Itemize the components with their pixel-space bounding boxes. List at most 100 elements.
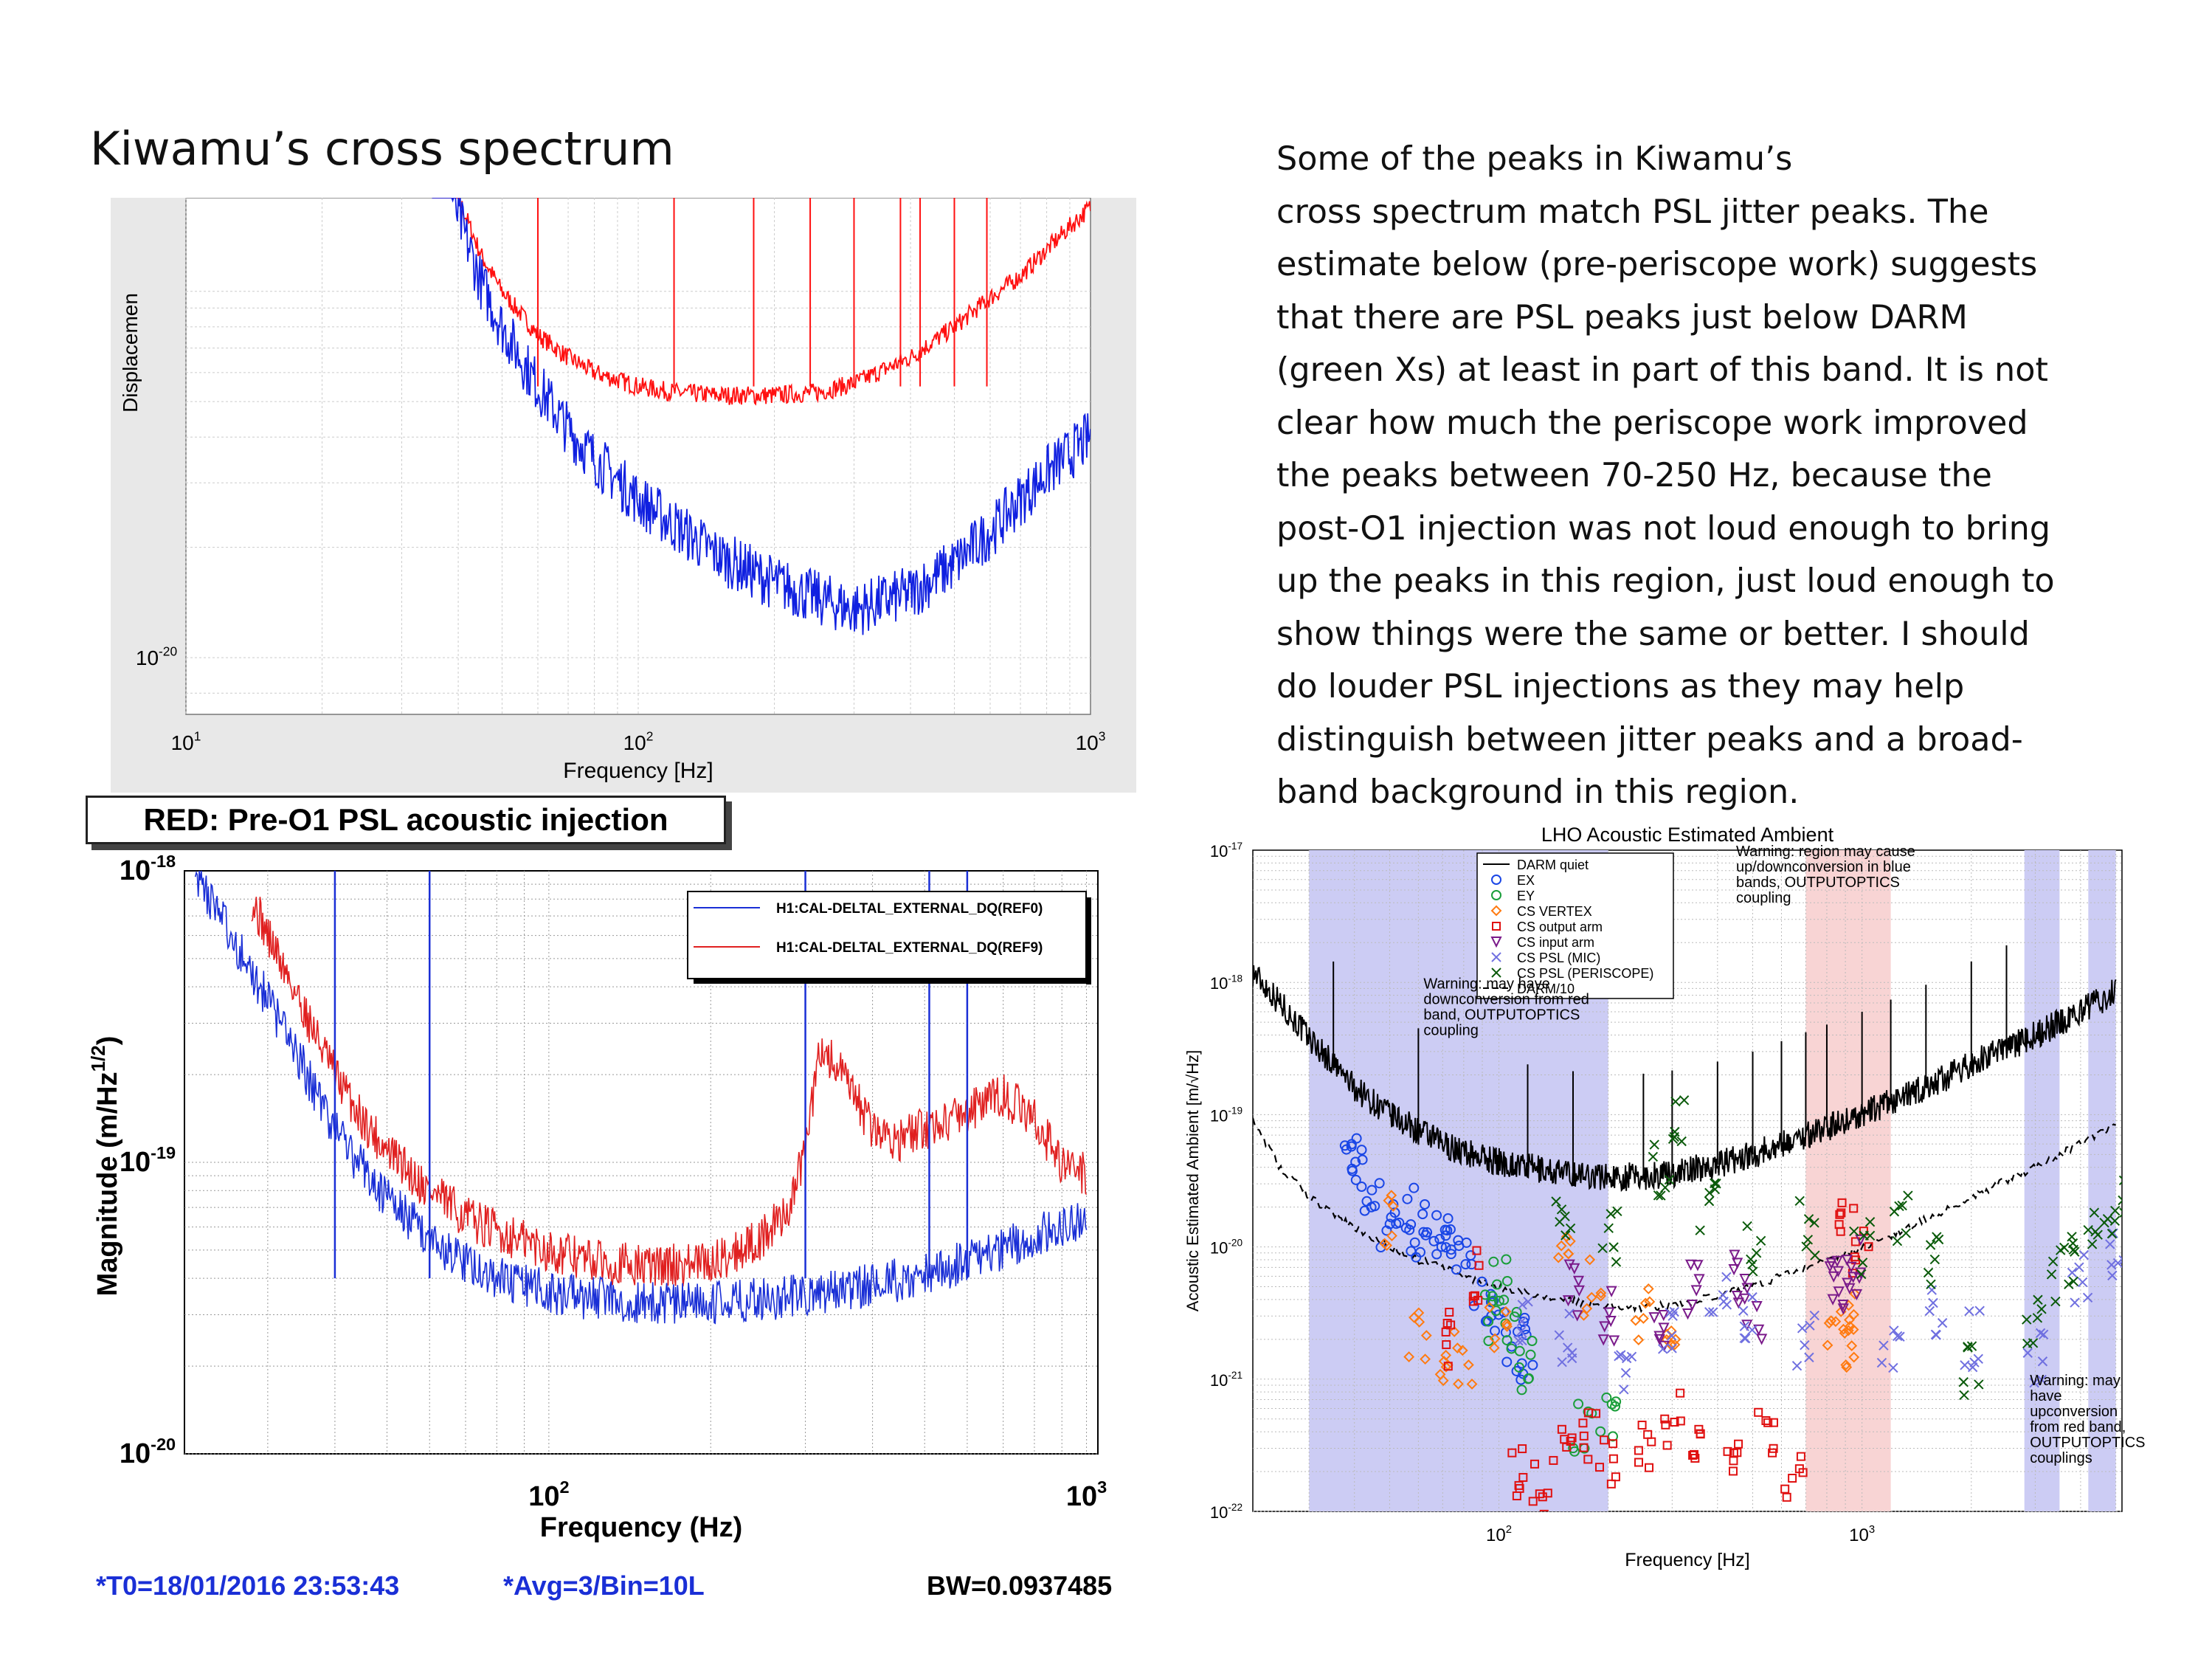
acoustic-ambient-chart: LHO Acoustic Estimated Ambient 102 103 10-1… (1183, 824, 2146, 1570)
y-tick-label: 10-20 (1210, 1238, 1243, 1258)
data-point (1409, 1311, 1420, 1323)
data-point (1739, 1274, 1751, 1286)
data-point (1888, 1362, 1898, 1373)
data-point (1974, 1379, 1984, 1390)
data-point (1611, 1472, 1620, 1482)
data-point (1653, 1334, 1665, 1345)
data-point (1595, 1287, 1607, 1299)
data-point (1552, 1252, 1564, 1263)
data-point (1551, 1196, 1561, 1207)
data-point (1490, 937, 1502, 948)
data-point (1634, 1446, 1643, 1455)
data-point (1583, 1455, 1593, 1464)
data-point (1825, 1258, 1837, 1269)
data-point (2102, 1213, 2113, 1224)
data-point (1729, 1456, 1738, 1466)
series-line (194, 871, 1088, 1325)
data-point (1840, 1359, 1852, 1370)
data-point (1676, 1388, 1685, 1398)
annotation-text: coupling (1736, 890, 1791, 906)
data-point (1461, 1237, 1472, 1248)
data-point (1637, 1421, 1647, 1430)
annotation-text: coupling (1423, 1022, 1479, 1038)
data-point (1509, 1311, 1520, 1322)
y-tick-label: 10-18 (1210, 973, 1242, 993)
data-point (1356, 1145, 1367, 1156)
data-point (1723, 1446, 1732, 1456)
data-point (1755, 1235, 1766, 1246)
data-point (1501, 1335, 1513, 1346)
data-point (1539, 1509, 1549, 1511)
data-point (1561, 1230, 1571, 1241)
data-point (1472, 1246, 1482, 1255)
data-point (2046, 1269, 2057, 1280)
data-point (1846, 1340, 1858, 1351)
data-point (1562, 1295, 1575, 1307)
data-point (1442, 1340, 1451, 1350)
data-point (1491, 968, 1501, 978)
data-point (1619, 1384, 1629, 1395)
data-point (1926, 1279, 1936, 1290)
data-point (1738, 1306, 1749, 1316)
legend-label: CS VERTEX (1517, 904, 1592, 919)
data-point (1639, 1297, 1651, 1309)
data-point (1556, 1204, 1567, 1215)
data-point (1538, 1492, 1547, 1502)
data-point (1379, 1238, 1391, 1249)
data-point (1437, 1375, 1449, 1387)
data-point (1684, 1259, 1697, 1271)
legend-label: H1:CAL-DELTAL_EXTERNAL_DQ(REF0) (776, 901, 1043, 917)
data-point (1562, 1342, 1573, 1353)
data-point (1573, 1398, 1584, 1410)
description-line: cross spectrum match PSL jitter peaks. T… (1276, 193, 1989, 231)
data-point (1512, 1491, 1521, 1500)
data-point (1468, 1291, 1478, 1301)
data-point (1966, 1341, 1977, 1351)
data-point (1933, 1234, 1944, 1245)
data-point (1748, 1266, 1758, 1277)
data-point (1554, 1330, 1564, 1340)
data-point (1679, 1095, 1690, 1106)
data-point (1466, 1379, 1478, 1390)
data-point (1594, 1463, 1604, 1472)
data-point (1411, 1252, 1422, 1263)
data-point (1420, 1198, 1431, 1210)
data-point (1381, 1225, 1392, 1236)
data-point (1974, 1306, 1985, 1316)
data-point (1569, 1263, 1580, 1275)
data-point (2050, 1296, 2061, 1307)
data-point (1606, 1479, 1616, 1489)
data-point (1565, 1223, 1576, 1234)
description-line: do louder PSL injections as they may hel… (1276, 668, 1965, 706)
data-point (1606, 1209, 1616, 1219)
data-point (1476, 1276, 1487, 1287)
data-point (1664, 1174, 1675, 1185)
data-point (1670, 1418, 1679, 1427)
data-point (1357, 1154, 1368, 1165)
data-point (1809, 1310, 1819, 1321)
data-point (2033, 1294, 2043, 1305)
data-point (1708, 1307, 1718, 1317)
data-point (1491, 890, 1501, 900)
data-point (2036, 1304, 2047, 1314)
data-point (1739, 1321, 1750, 1331)
data-point (1608, 1454, 1618, 1463)
data-point (1751, 1248, 1762, 1258)
annotation-text: Warning: may have (1423, 976, 1550, 992)
data-point (1876, 1357, 1887, 1368)
data-point (1833, 1286, 1845, 1298)
data-point (1409, 1237, 1420, 1248)
data-point (1892, 1235, 1903, 1246)
data-point (1751, 1300, 1763, 1313)
data-point (1656, 1190, 1666, 1201)
annotation-text: couplings (2030, 1450, 2092, 1466)
data-point (1601, 1392, 1612, 1403)
data-point (2070, 1297, 2080, 1308)
data-point (1739, 1293, 1751, 1306)
data-point (1658, 1322, 1670, 1334)
data-point (1864, 1230, 1876, 1241)
data-point (1563, 1259, 1575, 1271)
data-point (1741, 1283, 1753, 1294)
data-point (1515, 1374, 1527, 1385)
